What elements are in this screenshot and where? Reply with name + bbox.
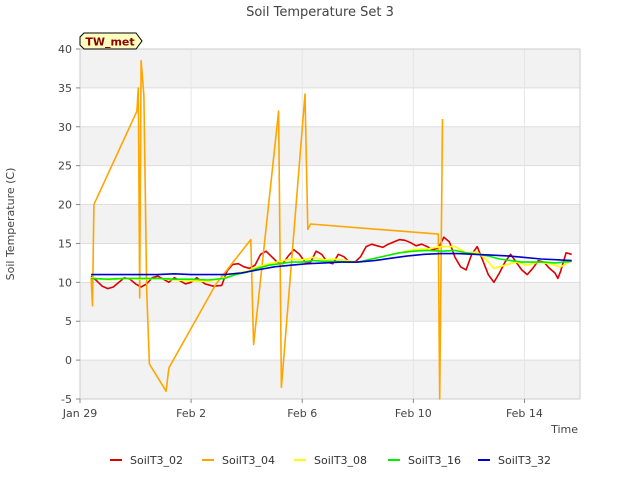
legend-label-soilt3-02: SoilT3_02 [130, 454, 183, 467]
x-tick-label: Feb 6 [287, 407, 317, 420]
series-line-soilt3-32 [91, 252, 572, 276]
plot-frame [79, 48, 581, 400]
y-tick-label: 15 [58, 237, 72, 250]
badge-shape [79, 32, 143, 50]
series-line-soilt3-04 [90, 59, 444, 400]
plot-band [80, 360, 580, 399]
y-tick-label: 25 [58, 160, 72, 173]
x-tick-label: Feb 14 [506, 407, 543, 420]
x-tick-label: Jan 29 [62, 407, 97, 420]
y-tick-label: 0 [65, 354, 72, 367]
site-badge: TW_met [79, 32, 143, 50]
plot-band [80, 49, 580, 88]
series-line-soilt3-08 [90, 245, 573, 283]
x-tick-label: Feb 10 [395, 407, 432, 420]
plot-background-bands [80, 49, 580, 399]
chart-title: Soil Temperature Set 3 [246, 5, 394, 20]
x-axis-label: Time [550, 423, 578, 436]
y-tick-label: 40 [58, 43, 72, 56]
y-tick-label: 30 [58, 121, 72, 134]
legend: SoilT3_02 SoilT3_04 SoilT3_08 SoilT3_16 Soil… [110, 454, 551, 467]
plot-band [80, 126, 580, 166]
legend-label-soilt3-16: SoilT3_16 [408, 454, 461, 467]
y-axis-label: Soil Temperature (C) [4, 168, 17, 281]
y-tick-label: -5 [61, 393, 72, 406]
legend-label-soilt3-32: SoilT3_32 [498, 454, 551, 467]
y-axis: -5 0 5 10 15 20 25 30 35 40 [58, 43, 80, 406]
legend-label-soilt3-04: SoilT3_04 [222, 454, 275, 467]
legend-label-soilt3-08: SoilT3_08 [314, 454, 367, 467]
y-tick-label: 35 [58, 82, 72, 95]
y-tick-label: 20 [58, 199, 72, 212]
series-layer [90, 59, 573, 400]
y-tick-label: 5 [65, 315, 72, 328]
y-tick-label: 10 [58, 276, 72, 289]
badge-label: TW_met [85, 36, 134, 49]
plot-band [80, 204, 580, 244]
plot-band [80, 282, 580, 322]
x-axis: Jan 29 Feb 2 Feb 6 Feb 10 Feb 14 [62, 399, 543, 420]
x-tick-label: Feb 2 [176, 407, 206, 420]
